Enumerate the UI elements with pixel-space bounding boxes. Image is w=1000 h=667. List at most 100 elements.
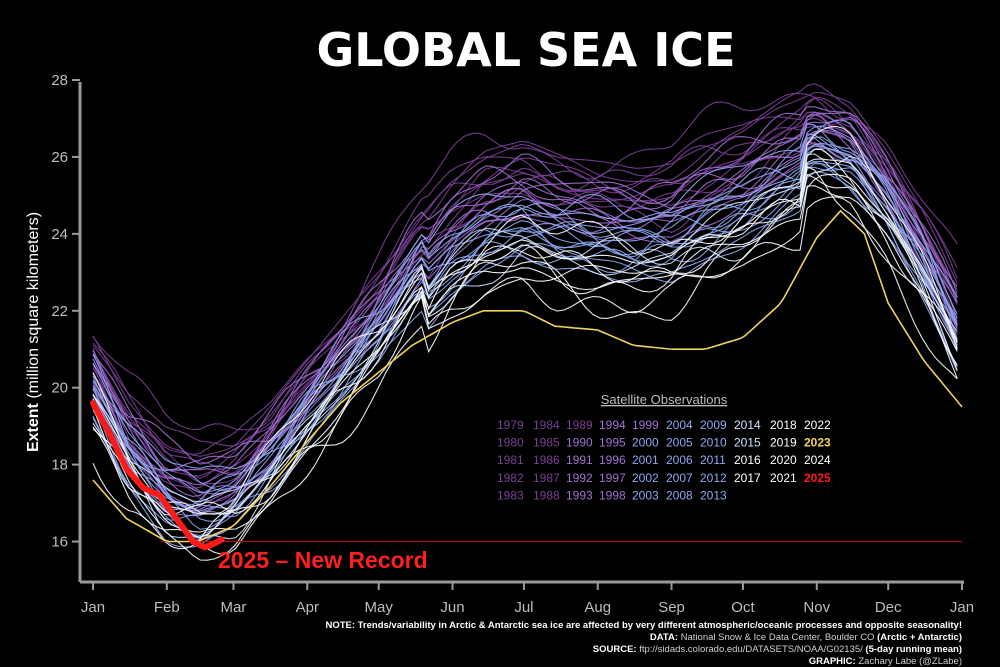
series-line-2002 xyxy=(92,136,958,542)
legend-entry-2005: 2005 xyxy=(666,436,693,450)
y-tick-label: 16 xyxy=(51,534,68,551)
legend-entry-2017: 2017 xyxy=(734,471,761,485)
x-tick-label: Feb xyxy=(154,599,180,616)
legend-entry-1985: 1985 xyxy=(533,436,560,450)
series-line-1981 xyxy=(92,97,958,489)
y-tick-label: 18 xyxy=(51,457,68,474)
series-line-2018 xyxy=(92,148,958,539)
legend: 1979 1984 1989 1994 1999 2004 2009 2014 2018 2022… xyxy=(497,418,831,502)
legend-entry-2018: 2018 xyxy=(770,418,797,432)
legend-entry-1981: 1981 xyxy=(497,453,524,467)
legend-entry-2013: 2013 xyxy=(700,488,727,502)
chart-title: GLOBAL SEA ICE xyxy=(317,23,736,77)
legend-entry-2023: 2023 xyxy=(804,436,831,450)
legend-entry-2024: 2024 xyxy=(804,453,831,467)
x-ticks: Jan Feb Mar Apr May Jun Jul Aug Sep Oct Nov Dec Jan xyxy=(81,582,974,616)
series-line-2023 xyxy=(92,209,963,543)
year-lines-group xyxy=(92,83,958,561)
y-tick-label: 22 xyxy=(51,303,68,320)
x-tick-label: Sep xyxy=(658,599,685,616)
x-tick-label: Dec xyxy=(875,599,902,616)
footnote-source: SOURCE: ftp://sidads.colorado.edu/DATASE… xyxy=(593,644,962,655)
footnote-graphic: GRAPHIC: Zachary Labe (@ZLabe) xyxy=(809,656,962,667)
legend-entry-2007: 2007 xyxy=(666,471,693,485)
y-ticks: 16 18 20 22 24 26 28 xyxy=(51,72,80,551)
series-line-2001 xyxy=(92,133,958,469)
y-axis-label: Extent (million square kilometers) xyxy=(25,212,42,452)
legend-entry-1993: 1993 xyxy=(566,488,593,502)
series-line-2024 xyxy=(92,196,958,555)
series-line-1994 xyxy=(92,113,958,465)
x-tick-label: May xyxy=(365,599,394,616)
legend-entry-2008: 2008 xyxy=(666,488,693,502)
series-line-1979 xyxy=(92,91,958,457)
series-line-1995 xyxy=(92,130,958,517)
x-tick-label: Oct xyxy=(731,599,755,616)
legend-entry-1998: 1998 xyxy=(599,488,626,502)
series-line-2016 xyxy=(92,125,958,515)
legend-entry-1989: 1989 xyxy=(566,418,593,432)
series-line-1988 xyxy=(92,111,958,511)
series-line-2021 xyxy=(92,173,958,561)
legend-entry-2011: 2011 xyxy=(700,453,726,467)
legend-entry-1999: 1999 xyxy=(632,418,659,432)
series-line-1986 xyxy=(92,98,958,479)
series-line-2004 xyxy=(92,123,958,507)
series-line-2005 xyxy=(92,125,958,494)
series-line-2012 xyxy=(92,137,958,510)
legend-entry-1994: 1994 xyxy=(599,418,626,432)
legend-entry-2002: 2002 xyxy=(632,471,659,485)
legend-title: Satellite Observations xyxy=(601,392,728,407)
legend-entry-2004: 2004 xyxy=(666,418,693,432)
x-tick-label: Mar xyxy=(221,599,247,616)
series-line-2022 xyxy=(92,173,958,516)
legend-entry-2015: 2015 xyxy=(734,436,761,450)
legend-entry-2006: 2006 xyxy=(666,453,693,467)
series-line-1985 xyxy=(92,117,958,477)
legend-entry-2014: 2014 xyxy=(734,418,761,432)
x-tick-label: Jul xyxy=(514,599,533,616)
series-line-1997 xyxy=(92,111,958,486)
legend-entry-2009: 2009 xyxy=(700,418,727,432)
legend-entry-1983: 1983 xyxy=(497,488,524,502)
legend-entry-1988: 1988 xyxy=(533,488,560,502)
legend-entry-1992: 1992 xyxy=(566,471,593,485)
series-line-1980 xyxy=(92,93,958,431)
legend-entry-1984: 1984 xyxy=(533,418,560,432)
x-tick-label: Jan xyxy=(950,599,974,616)
series-line-2006 xyxy=(92,166,958,521)
series-line-1998 xyxy=(92,116,958,476)
y-tick-label: 20 xyxy=(51,380,68,397)
x-tick-label: Aug xyxy=(584,599,611,616)
x-tick-label: Jan xyxy=(81,599,105,616)
x-tick-label: Nov xyxy=(803,599,830,616)
legend-entry-1986: 1986 xyxy=(533,453,560,467)
legend-entry-2019: 2019 xyxy=(770,436,797,450)
y-tick-label: 24 xyxy=(51,226,68,243)
legend-entry-2012: 2012 xyxy=(700,471,727,485)
series-line-1983 xyxy=(92,83,958,455)
legend-entry-2020: 2020 xyxy=(770,453,797,467)
legend-entry-1980: 1980 xyxy=(497,436,524,450)
series-line-1999 xyxy=(92,142,958,510)
legend-entry-1996: 1996 xyxy=(599,453,626,467)
legend-entry-1982: 1982 xyxy=(497,471,524,485)
series-line-2014 xyxy=(92,155,958,540)
legend-entry-2010: 2010 xyxy=(700,436,727,450)
y-tick-label: 28 xyxy=(51,72,68,89)
footnote-data: DATA: National Snow & Ice Data Center, B… xyxy=(650,632,962,643)
legend-entry-2025: 2025 xyxy=(804,471,831,485)
legend-entry-2021: 2021 xyxy=(770,471,797,485)
legend-entry-2016: 2016 xyxy=(734,453,761,467)
legend-entry-2022: 2022 xyxy=(804,418,831,432)
x-tick-label: Jun xyxy=(440,599,464,616)
record-label: 2025 – New Record xyxy=(218,547,428,573)
legend-entry-1997: 1997 xyxy=(599,471,626,485)
footnote-note: NOTE: Trends/variability in Arctic & Ant… xyxy=(325,620,962,631)
series-line-2020 xyxy=(92,165,958,550)
footnotes: NOTE: Trends/variability in Arctic & Ant… xyxy=(325,620,962,667)
x-tick-label: Apr xyxy=(296,599,319,616)
legend-entry-1991: 1991 xyxy=(566,453,593,467)
y-tick-label: 26 xyxy=(51,149,68,166)
